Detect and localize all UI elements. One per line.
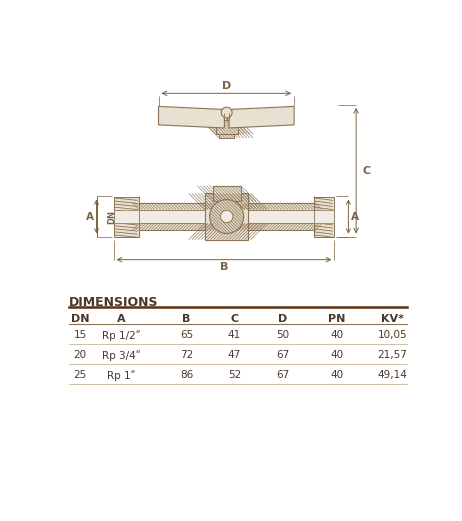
Text: Rp 1ʺ: Rp 1ʺ <box>107 370 135 380</box>
Bar <box>213 185 241 201</box>
Polygon shape <box>158 106 225 128</box>
Text: 41: 41 <box>228 330 241 340</box>
Text: 50: 50 <box>276 330 289 340</box>
Bar <box>219 120 234 138</box>
Circle shape <box>221 107 232 118</box>
Text: 47: 47 <box>228 350 241 360</box>
Text: 40: 40 <box>330 370 343 380</box>
Text: D: D <box>222 81 231 91</box>
Text: B: B <box>220 262 228 272</box>
Text: 20: 20 <box>73 350 87 360</box>
Text: B: B <box>182 314 191 324</box>
Bar <box>114 196 139 237</box>
Text: 25: 25 <box>73 370 87 380</box>
Text: 21,57: 21,57 <box>377 350 407 360</box>
Text: 40: 40 <box>330 350 343 360</box>
Text: KV*: KV* <box>381 314 404 324</box>
Text: PN: PN <box>328 314 346 324</box>
Bar <box>205 193 249 240</box>
Text: 15: 15 <box>73 330 87 340</box>
Text: C: C <box>362 166 371 176</box>
Circle shape <box>210 200 244 233</box>
Text: A: A <box>86 212 94 221</box>
Text: 65: 65 <box>180 330 193 340</box>
Polygon shape <box>229 106 294 128</box>
Text: DN: DN <box>107 209 116 224</box>
Bar <box>314 209 334 224</box>
Text: 67: 67 <box>276 350 289 360</box>
Bar <box>314 196 334 237</box>
Text: 67: 67 <box>276 370 289 380</box>
Text: A: A <box>117 314 126 324</box>
Bar <box>139 224 314 230</box>
Text: Rp 3/4ʺ: Rp 3/4ʺ <box>102 350 140 361</box>
Text: 10,05: 10,05 <box>378 330 407 340</box>
Text: Rp 1/2ʺ: Rp 1/2ʺ <box>102 330 140 341</box>
Text: D: D <box>278 314 287 324</box>
Bar <box>139 209 314 224</box>
Bar <box>139 203 314 209</box>
Circle shape <box>220 210 233 222</box>
Text: DIMENSIONS: DIMENSIONS <box>68 296 158 309</box>
Text: 40: 40 <box>330 330 343 340</box>
Text: C: C <box>231 314 238 324</box>
Text: A: A <box>351 212 359 221</box>
Text: 52: 52 <box>228 370 241 380</box>
Text: 72: 72 <box>180 350 193 360</box>
Text: 49,14: 49,14 <box>377 370 407 380</box>
Text: DN: DN <box>71 314 90 324</box>
Bar <box>114 209 139 224</box>
Bar <box>216 120 237 134</box>
Text: 86: 86 <box>180 370 193 380</box>
